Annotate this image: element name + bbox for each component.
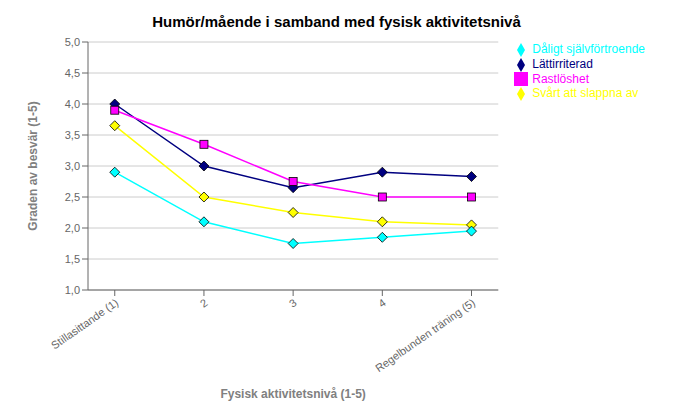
svg-text:Stillasittande (1): Stillasittande (1) xyxy=(49,296,120,351)
svg-text:4,0: 4,0 xyxy=(65,98,80,110)
svg-text:3,5: 3,5 xyxy=(65,129,80,141)
html-text:Dåligt självförtroende: Dåligt självförtroende xyxy=(532,42,645,56)
svg-text:2: 2 xyxy=(198,296,210,309)
svg-text:3: 3 xyxy=(287,296,299,309)
svg-text:2,0: 2,0 xyxy=(65,222,80,234)
svg-text:3,0: 3,0 xyxy=(65,160,80,172)
svg-text:1,5: 1,5 xyxy=(65,253,80,265)
svg-text:4,5: 4,5 xyxy=(65,67,80,79)
svg-text:Fysisk aktivitetsnivå (1-5): Fysisk aktivitetsnivå (1-5) xyxy=(220,387,365,401)
svg-text:Regelbunden träning (5): Regelbunden träning (5) xyxy=(373,296,477,374)
svg-text:2,5: 2,5 xyxy=(65,191,80,203)
svg-text:Graden av besvär (1-5): Graden av besvär (1-5) xyxy=(26,101,40,230)
html-text:Lättirriterad: Lättirriterad xyxy=(532,56,593,71)
svg-text:5,0: 5,0 xyxy=(65,36,80,48)
svg-text:1,0: 1,0 xyxy=(65,284,80,296)
html-text:Humör/mående i samband med fys: Humör/mående i samband med fysisk aktivi… xyxy=(152,13,521,30)
html-text:Svårt att slappna av: Svårt att slappna av xyxy=(532,86,639,101)
html-text:Rastlöshet: Rastlöshet xyxy=(532,71,589,86)
svg-text:4: 4 xyxy=(376,296,388,309)
